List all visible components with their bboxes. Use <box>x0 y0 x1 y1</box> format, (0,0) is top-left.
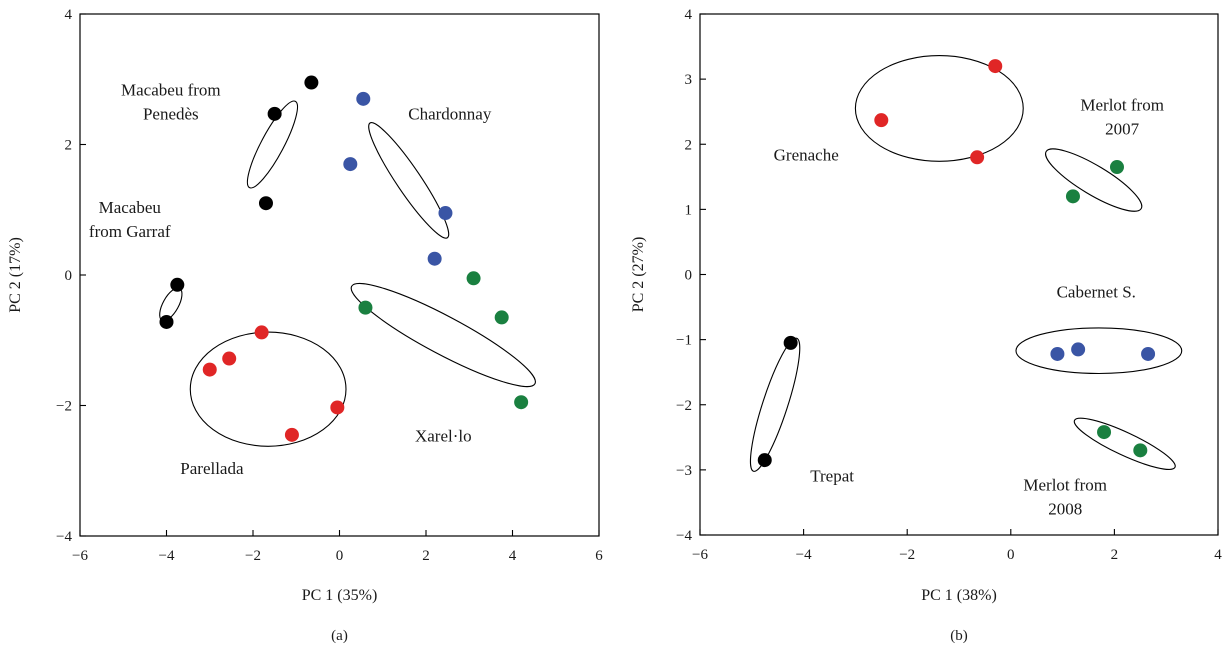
group-label-cabernet-s: Cabernet S. <box>1057 282 1136 301</box>
data-point-chardonnay <box>356 91 371 106</box>
group-label-macabeu-from-garraf: Macabeu from Garraf <box>89 198 171 241</box>
data-point-parellada <box>330 400 345 415</box>
y-axis-title: PC 2 (17%) <box>7 237 24 313</box>
cluster-ellipse-merlot-from-2008 <box>1073 417 1176 470</box>
data-point-grenache <box>988 59 1003 74</box>
x-tick-label: −6 <box>692 547 708 563</box>
group-label-macabeu-from-pened-s: Macabeu from Penedès <box>121 81 221 124</box>
data-point-merlot-from-2008 <box>1097 425 1112 440</box>
x-tick-label: −2 <box>899 547 915 563</box>
cluster-ellipse-grenache <box>854 55 1024 162</box>
data-point-parellada <box>202 362 217 377</box>
y-tick-label: −4 <box>56 529 72 545</box>
data-point-macabeu-from-pened-s <box>304 75 319 90</box>
y-tick-label: 1 <box>685 202 693 218</box>
data-point-cabernet-s <box>1050 346 1065 361</box>
group-label-chardonnay: Chardonnay <box>408 105 492 124</box>
y-tick-label: −3 <box>676 463 692 479</box>
group-xarello <box>350 271 536 410</box>
y-tick-label: −4 <box>676 528 692 544</box>
data-point-cabernet-s <box>1141 346 1156 361</box>
group-macabeu-from-pened-s <box>246 75 319 211</box>
x-tick-label: −2 <box>245 548 261 564</box>
x-tick-label: −4 <box>159 548 175 564</box>
data-point-parellada <box>222 351 237 366</box>
data-point-parellada <box>254 325 269 340</box>
cluster-ellipse-xarello <box>350 282 536 388</box>
y-tick-label: −1 <box>676 333 692 349</box>
data-point-macabeu-from-garraf <box>170 277 185 292</box>
data-point-chardonnay <box>427 251 442 266</box>
x-axis-title: PC 1 (38%) <box>921 587 997 604</box>
y-tick-label: 2 <box>685 137 693 153</box>
x-tick-label: 0 <box>336 548 344 564</box>
group-label-merlot-from-2007: Merlot from 2007 <box>1080 95 1164 138</box>
x-tick-label: 2 <box>422 548 430 564</box>
data-point-macabeu-from-pened-s <box>258 196 273 211</box>
data-point-trepat <box>783 335 798 350</box>
y-tick-label: 4 <box>685 7 693 23</box>
group-chardonnay <box>343 91 453 266</box>
group-macabeu-from-garraf <box>159 277 185 329</box>
group-label-grenache: Grenache <box>774 146 839 165</box>
data-point-macabeu-from-garraf <box>159 314 174 329</box>
data-point-merlot-from-2008 <box>1133 443 1148 458</box>
group-cabernet-s <box>1015 327 1183 375</box>
group-trepat <box>749 335 801 472</box>
data-point-chardonnay <box>343 157 358 172</box>
y-tick-label: 3 <box>685 72 693 88</box>
group-label-trepat: Trepat <box>810 467 854 486</box>
x-tick-label: 2 <box>1111 547 1119 563</box>
group-grenache <box>854 55 1024 165</box>
panel-label: (b) <box>950 628 968 644</box>
group-label-merlot-from-2008: Merlot from 2008 <box>1023 476 1107 519</box>
group-label-parellada: Parellada <box>180 459 244 478</box>
data-point-trepat <box>757 453 772 468</box>
cluster-ellipse-macabeu-from-pened-s <box>246 100 299 189</box>
x-tick-label: 4 <box>1214 547 1222 563</box>
data-point-xarello <box>514 395 529 410</box>
y-tick-label: 0 <box>65 268 73 284</box>
y-axis-title: PC 2 (27%) <box>630 237 647 313</box>
data-point-parellada <box>284 427 299 442</box>
data-point-grenache <box>970 150 985 165</box>
x-tick-label: 6 <box>595 548 603 564</box>
data-point-merlot-from-2007 <box>1109 160 1124 175</box>
y-tick-label: 0 <box>685 268 693 284</box>
data-point-xarello <box>466 271 481 286</box>
x-tick-label: −4 <box>796 547 812 563</box>
cluster-ellipse-chardonnay <box>368 122 450 239</box>
cluster-ellipse-parellada <box>189 331 347 447</box>
data-point-chardonnay <box>438 206 453 221</box>
data-point-xarello <box>494 310 509 325</box>
cluster-ellipse-trepat <box>749 337 801 472</box>
group-parellada <box>189 325 347 447</box>
group-merlot-from-2008 <box>1073 417 1176 470</box>
cluster-ellipse-merlot-from-2007 <box>1045 148 1143 212</box>
data-point-grenache <box>874 113 889 128</box>
x-tick-label: 0 <box>1007 547 1015 563</box>
group-merlot-from-2007 <box>1045 148 1143 212</box>
data-point-merlot-from-2007 <box>1065 189 1080 204</box>
y-tick-label: 4 <box>65 7 73 23</box>
x-axis-title: PC 1 (35%) <box>302 587 378 604</box>
data-point-xarello <box>358 300 373 315</box>
x-tick-label: −6 <box>72 548 88 564</box>
x-tick-label: 4 <box>509 548 517 564</box>
y-tick-label: 2 <box>65 138 73 154</box>
y-tick-label: −2 <box>56 399 72 415</box>
panel-label: (a) <box>331 628 348 644</box>
group-label-xarello: Xarel·lo <box>415 426 472 445</box>
y-tick-label: −2 <box>676 398 692 414</box>
data-point-cabernet-s <box>1071 342 1086 357</box>
cluster-ellipse-cabernet-s <box>1015 327 1183 375</box>
data-point-macabeu-from-pened-s <box>267 106 282 121</box>
